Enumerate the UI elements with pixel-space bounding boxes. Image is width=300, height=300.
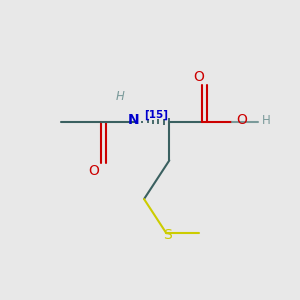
Text: O: O xyxy=(194,70,205,84)
Text: [15]: [15] xyxy=(144,110,168,120)
Text: S: S xyxy=(164,228,172,242)
Text: N: N xyxy=(128,113,140,127)
Text: O: O xyxy=(88,164,99,178)
Text: H: H xyxy=(116,90,125,103)
Text: O: O xyxy=(236,113,247,127)
Text: H: H xyxy=(262,114,270,127)
